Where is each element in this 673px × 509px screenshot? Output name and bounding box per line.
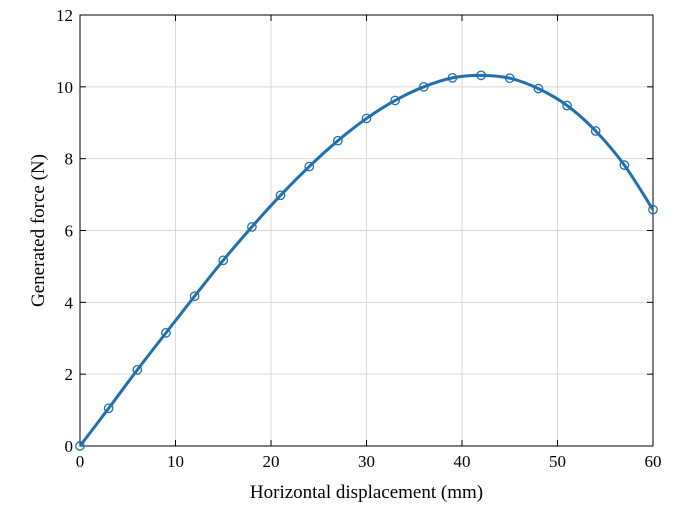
y-tick-label: 6 [65, 222, 74, 241]
data-point-marker [390, 95, 400, 106]
x-tick-label: 0 [76, 452, 85, 471]
data-point-marker [648, 204, 658, 215]
data-point-marker [476, 70, 486, 81]
data-point-marker [247, 222, 257, 232]
data-point-marker [504, 73, 515, 84]
data-point-marker [447, 73, 458, 83]
y-tick-label: 0 [65, 437, 74, 456]
data-point-marker [332, 135, 343, 146]
grid [79, 14, 654, 447]
x-tick-label: 50 [549, 452, 566, 471]
x-tick-label: 40 [454, 452, 471, 471]
series-line [78, 73, 655, 447]
y-tick-label: 12 [56, 6, 73, 25]
data-point-marker [275, 190, 286, 201]
series-layer [75, 70, 658, 451]
y-tick-label: 8 [65, 150, 74, 169]
x-tick-label: 20 [263, 452, 280, 471]
data-point-marker [161, 328, 171, 338]
plot-frame [79, 14, 654, 447]
x-axis-label: Horizontal displacement (mm) [250, 482, 483, 503]
data-point-marker [75, 441, 85, 451]
x-tick-label: 60 [645, 452, 662, 471]
data-point-marker [103, 403, 114, 414]
data-point-marker [218, 255, 229, 266]
data-point-marker [361, 113, 372, 124]
x-tick-label: 30 [358, 452, 375, 471]
y-tick-label: 10 [56, 78, 73, 97]
tick-labels: 0 10 20 30 40 50 60 0 2 4 6 8 10 12 [56, 6, 662, 471]
data-point-marker [132, 365, 143, 375]
y-tick-label: 2 [65, 365, 74, 384]
data-point-marker [590, 126, 601, 136]
data-point-marker [619, 160, 630, 170]
y-axis-label: Generated force (N) [28, 154, 49, 307]
data-point-marker [562, 100, 572, 111]
data-point-marker [418, 81, 429, 92]
data-point-marker [533, 83, 544, 94]
data-point-marker [189, 291, 200, 302]
y-tick-label: 4 [65, 293, 74, 312]
data-point-marker [304, 161, 315, 172]
x-tick-label: 10 [167, 452, 184, 471]
